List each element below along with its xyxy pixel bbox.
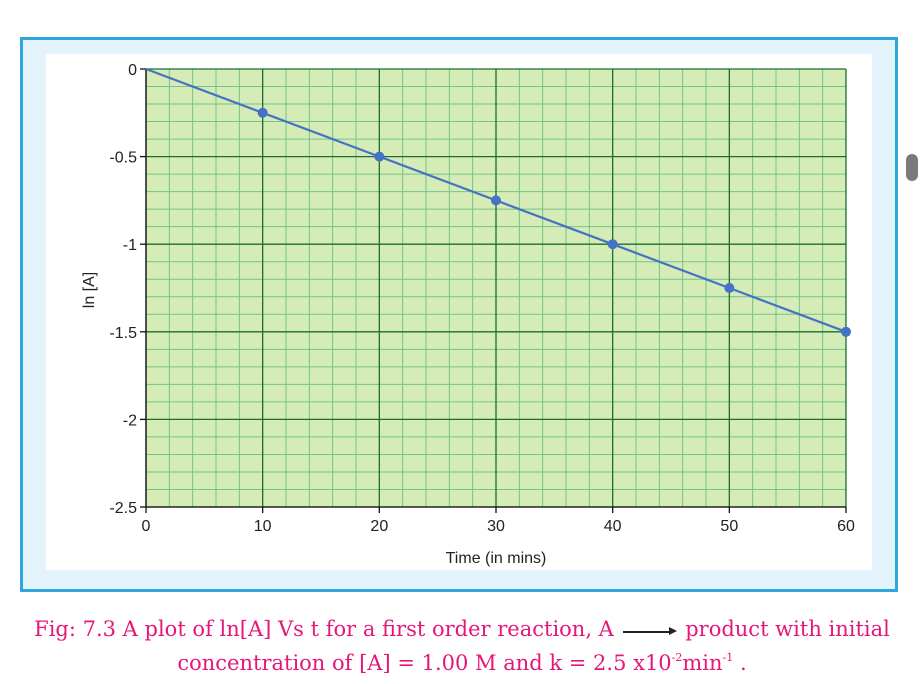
caption-line-2: concentration of [A] = 1.00 M and k = 2.… xyxy=(0,646,924,680)
caption-text-1b: product with initial xyxy=(685,617,890,641)
data-point xyxy=(257,107,268,118)
caption-text-2c: . xyxy=(733,651,747,675)
x-tick-label: 60 xyxy=(837,518,855,535)
line-chart: 0 10 20 30 40 50 60 0 -0.5 -1 -1.5 -2 -2.5 Time (in m… xyxy=(81,62,855,567)
x-tick-label: 40 xyxy=(604,518,622,535)
x-tick-label: 10 xyxy=(254,518,272,535)
caption-text-2b: min xyxy=(682,651,723,675)
data-point xyxy=(724,283,735,293)
x-tick-label: 20 xyxy=(370,518,388,535)
y-tick-label: 0 xyxy=(128,62,137,79)
caption-exponent-2: -1 xyxy=(722,651,734,664)
caption-exponent-1: -2 xyxy=(671,651,683,664)
caption-text-2a: concentration of [A] = 1.00 M and k = 2.… xyxy=(177,651,672,675)
data-point xyxy=(841,326,851,337)
scrollbar-thumb[interactable] xyxy=(906,154,918,181)
figure-caption: Fig: 7.3 A plot of ln[A] Vs t for a firs… xyxy=(0,612,924,680)
reaction-arrow-icon xyxy=(621,626,679,636)
x-tick-label: 0 xyxy=(142,518,151,535)
y-tick-label: -0.5 xyxy=(109,150,137,167)
caption-line-1: Fig: 7.3 A plot of ln[A] Vs t for a firs… xyxy=(0,612,924,646)
y-tick-label: -2 xyxy=(123,412,137,429)
chart-card: 0 10 20 30 40 50 60 0 -0.5 -1 -1.5 -2 -2.5 Time (in m… xyxy=(46,54,872,570)
y-tick-label: -1 xyxy=(123,237,137,254)
y-tick-label: -2.5 xyxy=(109,500,137,517)
data-point xyxy=(491,195,501,206)
y-tick-label: -1.5 xyxy=(109,325,137,342)
x-tick-label: 50 xyxy=(720,518,738,535)
data-point xyxy=(374,151,385,162)
y-axis-title: ln [A] xyxy=(81,272,98,308)
x-axis-title: Time (in mins) xyxy=(446,550,547,567)
caption-text-1a: Fig: 7.3 A plot of ln[A] Vs t for a firs… xyxy=(34,617,614,641)
data-point xyxy=(607,239,618,250)
x-tick-label: 30 xyxy=(487,518,505,535)
